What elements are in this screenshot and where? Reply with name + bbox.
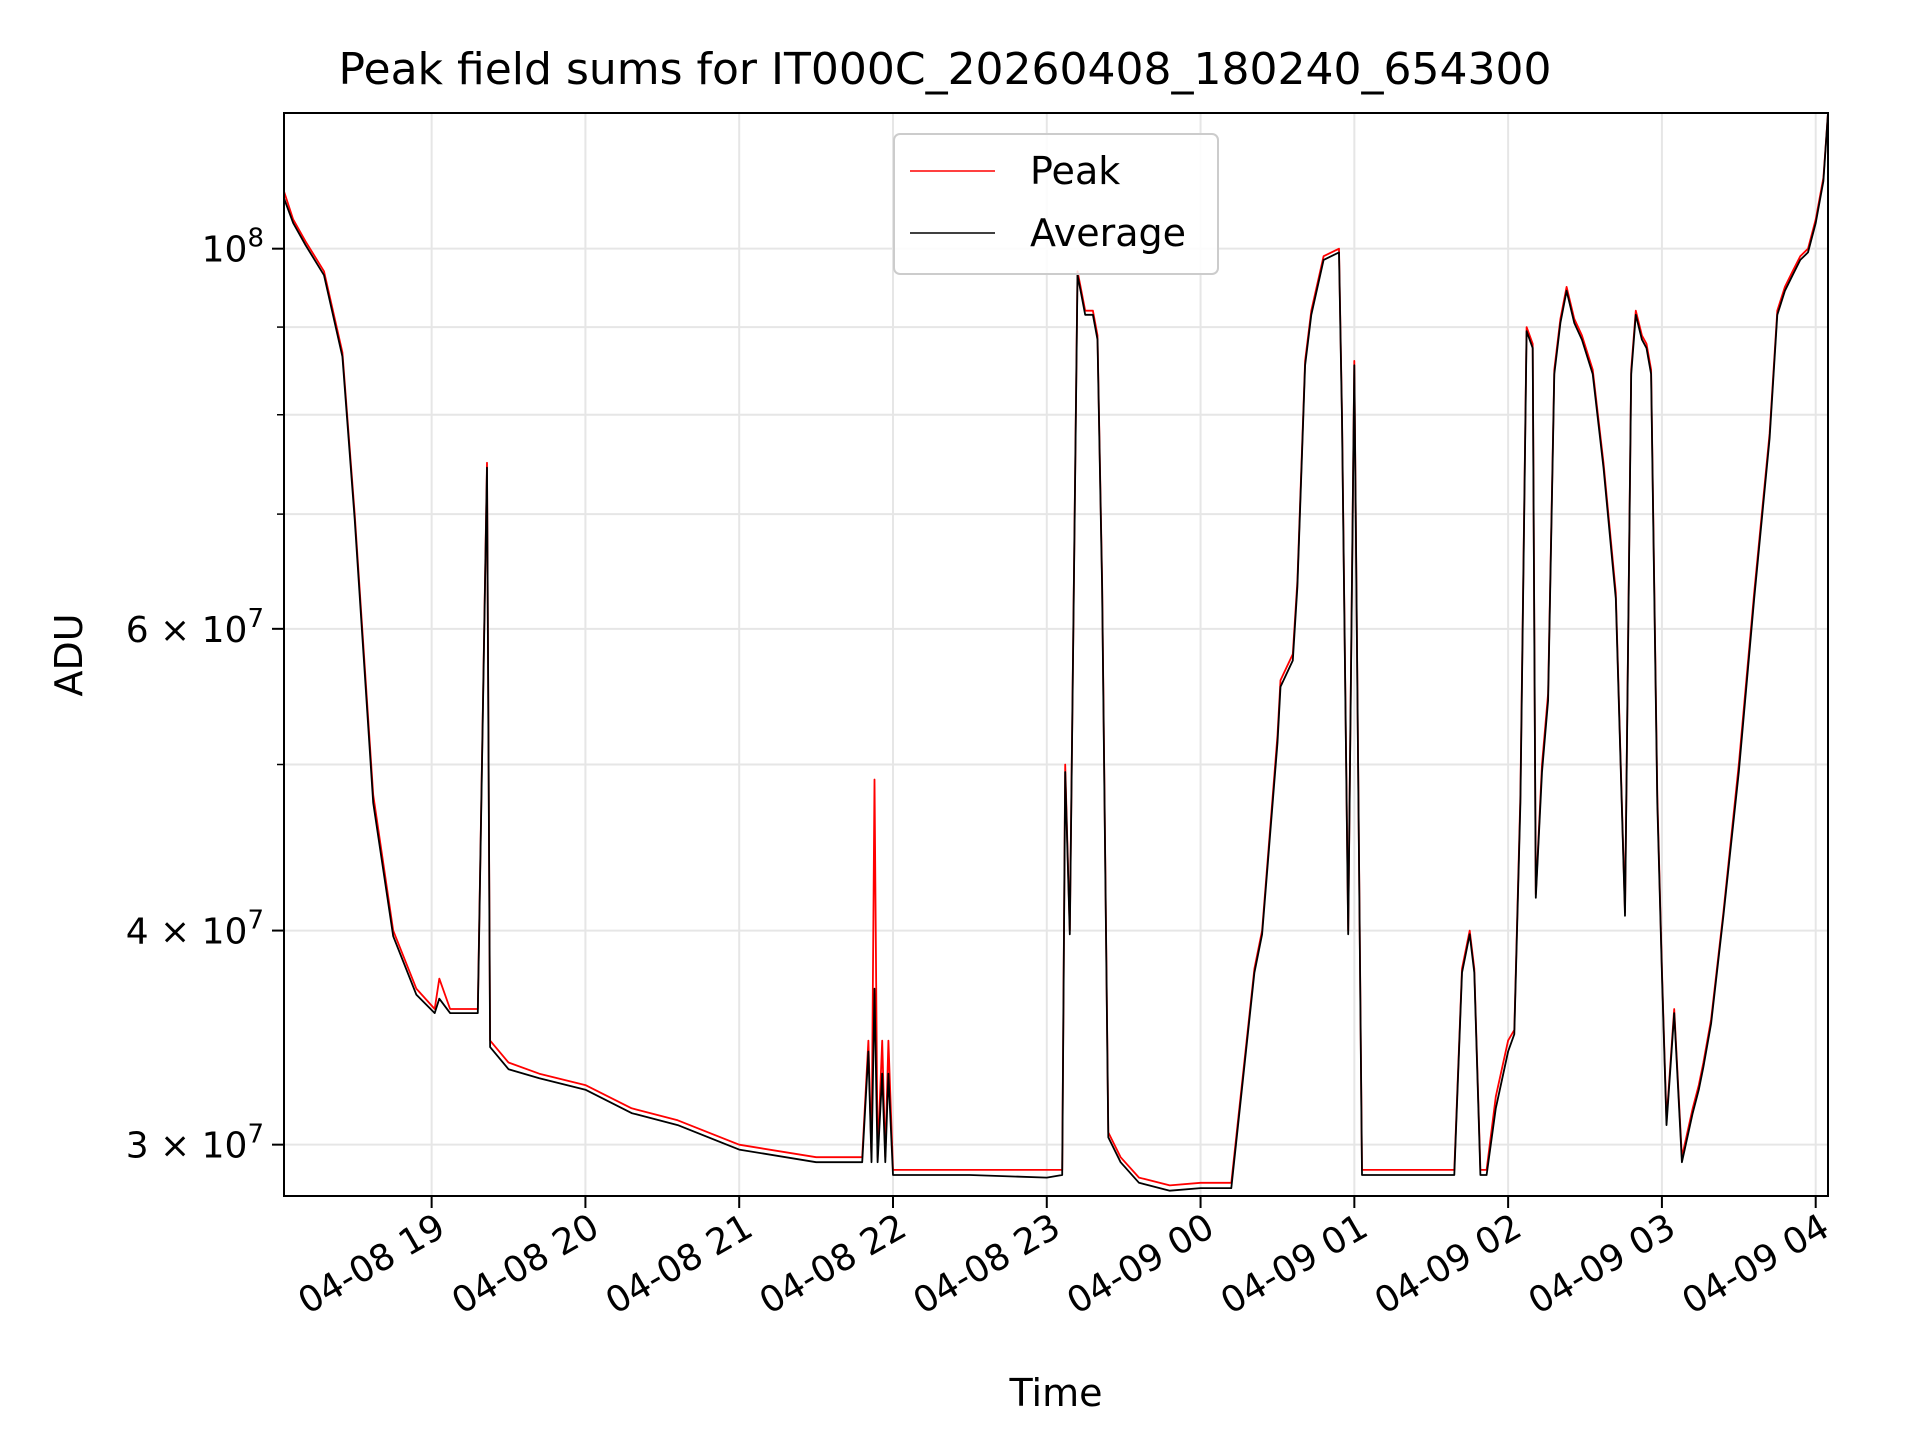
x-tick-label: 04-09 04 [1676, 1206, 1837, 1322]
y-tick-label: 108 [202, 224, 264, 271]
x-tick-label: 04-09 01 [1214, 1206, 1375, 1322]
x-tick-label: 04-08 23 [907, 1206, 1068, 1322]
x-tick-label: 04-09 00 [1060, 1206, 1221, 1322]
x-tick-label: 04-08 21 [599, 1206, 760, 1322]
x-tick-label: 04-08 22 [753, 1206, 914, 1322]
y-tick-label: 6 × 107 [126, 604, 264, 651]
y-tick-label: 3 × 107 [126, 1120, 264, 1167]
chart-title: Peak field sums for IT000C_20260408_1802… [339, 44, 1552, 95]
x-axis-label: Time [1009, 1371, 1103, 1415]
y-axis-ticks: 108 6 × 107 4 × 107 3 × 107 [126, 224, 284, 1167]
legend-average-label: Average [1030, 211, 1186, 255]
x-tick-label: 04-08 19 [291, 1206, 452, 1322]
x-tick-label: 04-09 03 [1522, 1206, 1683, 1322]
legend-box [893, 133, 1219, 275]
legend-peak-label: Peak [1030, 149, 1120, 193]
grid-lines [284, 113, 1828, 1196]
x-tick-label: 04-09 02 [1368, 1206, 1529, 1322]
x-tick-label: 04-08 20 [445, 1206, 606, 1322]
series-lines [283, 112, 1829, 1192]
series-line-average [283, 112, 1829, 1192]
y-tick-label: 4 × 107 [126, 906, 264, 953]
legend: Peak Average [893, 133, 1219, 275]
y-axis-label: ADU [47, 613, 91, 696]
plot-frame [283, 112, 1829, 1197]
